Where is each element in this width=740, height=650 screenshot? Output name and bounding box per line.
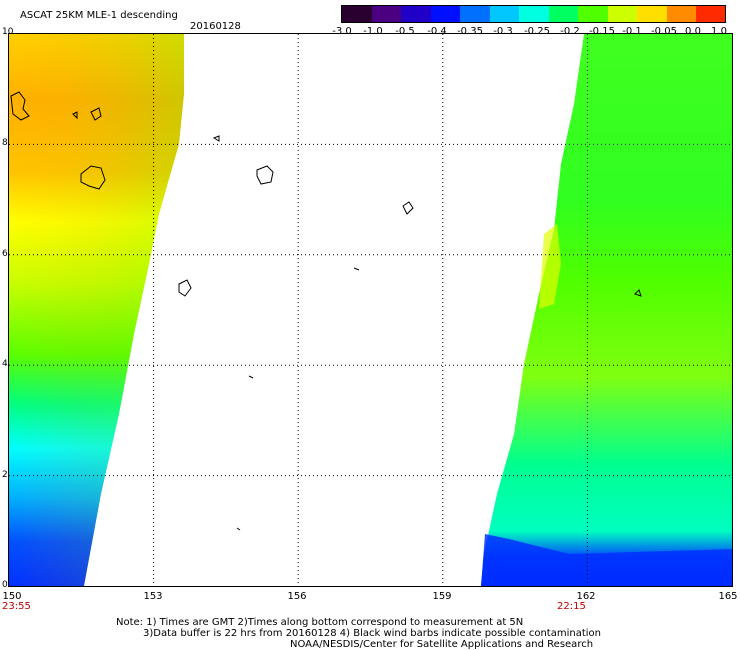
colorbar-segment-2 (401, 6, 431, 22)
map-panel (8, 33, 733, 587)
time-label-right: 22:15 (557, 601, 586, 612)
colorbar-segment-8 (578, 6, 608, 22)
colorbar-label-5: -0.3 (493, 26, 513, 37)
x-tick-159: 159 (432, 591, 452, 602)
right-swath-blue (481, 534, 732, 586)
note-line-1: Note: 1) Times are GMT 2)Times along bot… (116, 617, 524, 628)
map-date: 20160128 (190, 21, 241, 32)
colorbar-label-6: -0.25 (524, 26, 550, 37)
colorbar-segment-3 (430, 6, 460, 22)
colorbar-label-4: -0.35 (457, 26, 483, 37)
colorbar-segment-5 (489, 6, 519, 22)
colorbar-label-7: -0.2 (560, 26, 580, 37)
colorbar-label-8: -0.15 (589, 26, 615, 37)
x-tick-150: 150 (2, 591, 22, 602)
left-swath-overlay (9, 34, 184, 586)
y-tick-0: 0 (2, 580, 8, 590)
colorbar-segment-10 (637, 6, 667, 22)
colorbar-label-9: -0.1 (622, 26, 642, 37)
y-tick-8: 8 (2, 138, 8, 148)
colorbar-segment-0 (342, 6, 372, 22)
map-title: ASCAT 25KM MLE-1 descending (20, 10, 178, 21)
right-swath (481, 34, 732, 586)
colorbar-label-11: 0.0 (685, 26, 701, 37)
note-line-3: NOAA/NESDIS/Center for Satellite Applica… (290, 639, 594, 650)
colorbar-label-0: -3.0 (332, 26, 352, 37)
colorbar-segment-7 (548, 6, 578, 22)
notes: Note: 1) Times are GMT 2)Times along bot… (0, 617, 740, 650)
x-tick-162: 162 (576, 591, 596, 602)
y-tick-2: 2 (2, 470, 8, 480)
map-canvas (9, 34, 732, 586)
colorbar-segment-12 (696, 6, 725, 22)
colorbar-label-1: -1.0 (363, 26, 383, 37)
colorbar-label-2: -0.5 (395, 26, 415, 37)
colorbar (341, 5, 726, 23)
colorbar-segment-4 (460, 6, 490, 22)
graticule (9, 34, 732, 586)
x-tick-153: 153 (143, 591, 163, 602)
x-tick-165: 165 (718, 591, 738, 602)
colorbar-label-12: 1.0 (711, 26, 727, 37)
colorbar-segment-11 (666, 6, 696, 22)
colorbar-segment-1 (371, 6, 401, 22)
right-swath-yellow (539, 224, 561, 309)
colorbar-segment-6 (519, 6, 549, 22)
time-label-left: 23:55 (2, 601, 31, 612)
note-line-2: 3)Data buffer is 22 hrs from 20160128 4)… (143, 628, 601, 639)
y-tick-4: 4 (2, 359, 8, 369)
colorbar-label-10: -0.05 (651, 26, 677, 37)
coastlines (10, 91, 642, 531)
x-tick-156: 156 (287, 591, 307, 602)
y-tick-6: 6 (2, 249, 8, 259)
y-tick-10: 10 (2, 27, 14, 37)
colorbar-segment-9 (607, 6, 637, 22)
colorbar-label-3: -0.4 (427, 26, 447, 37)
